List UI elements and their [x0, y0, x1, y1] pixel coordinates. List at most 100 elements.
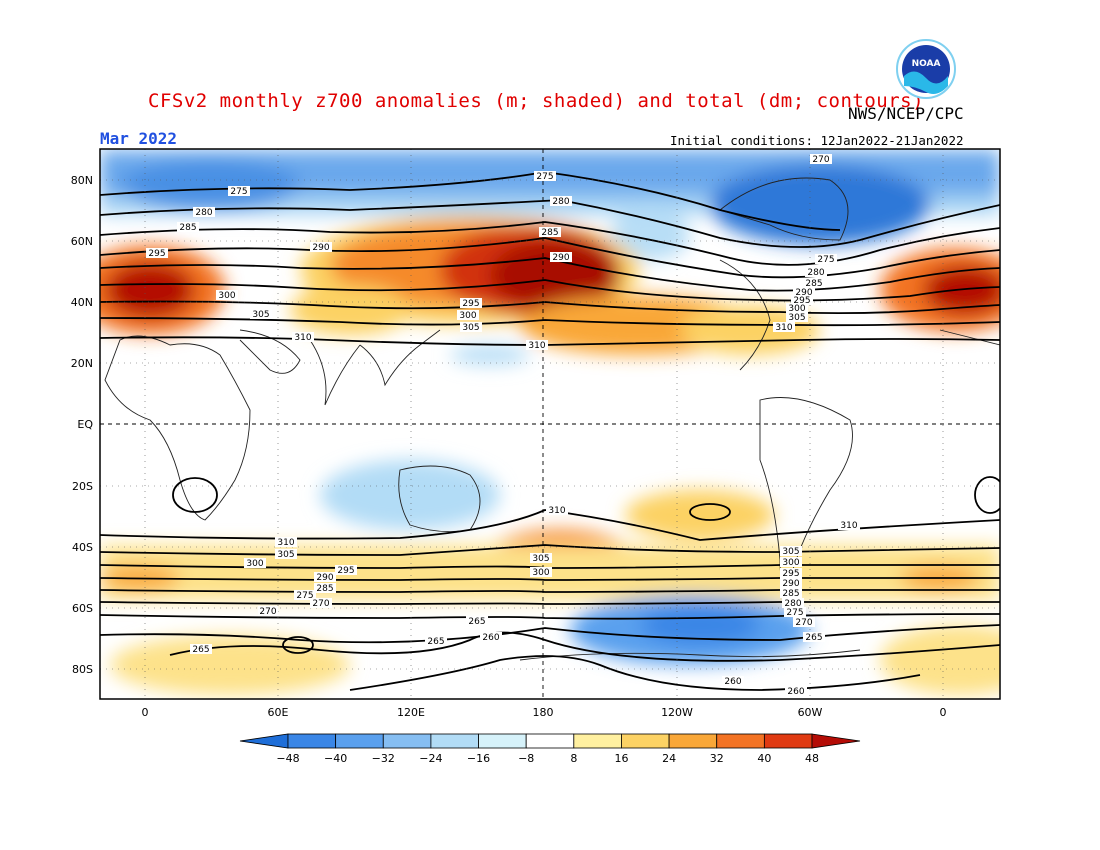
colorbar-tick-label: −32	[372, 752, 395, 765]
contour-label-sh: 310	[840, 521, 857, 531]
colorbar-segment	[335, 733, 384, 749]
contour-label-nh: 280	[552, 197, 569, 207]
colorbar-segment	[716, 733, 765, 749]
contour-label-sh: 300	[782, 558, 799, 568]
lat-label-20n: 20N	[71, 357, 93, 370]
contour-label-sh: 295	[337, 566, 354, 576]
lon-label-180: 180	[533, 706, 554, 719]
colorbar-tick-label: 40	[757, 752, 771, 765]
graticule	[100, 149, 1000, 699]
contour-label-nh: 270	[812, 155, 829, 165]
contour-label-sh: 260	[482, 633, 499, 643]
colorbar-segment	[763, 733, 813, 749]
lon-label-60w: 60W	[798, 706, 823, 719]
colorbar-tick-label: −8	[518, 752, 534, 765]
colorbar-tick-label: 48	[805, 752, 819, 765]
contour-label-nh: 310	[528, 341, 545, 351]
colorbar-segment	[573, 733, 622, 749]
contour-label-nh: 310	[775, 323, 792, 333]
contour-label-sh: 295	[782, 569, 799, 579]
lat-label-20s: 20S	[72, 480, 93, 493]
contour-label-nh: 290	[552, 253, 569, 263]
contour-label-nh: 295	[148, 249, 165, 259]
colorbar-segment	[668, 733, 718, 749]
contour-label-nh: 310	[294, 333, 311, 343]
anomaly-shading	[100, 150, 1000, 695]
colorbar: −48 −40 −32 −24 −16 −8 8 16 24 32 40 48	[239, 733, 861, 765]
contour-label-sh: 265	[468, 617, 485, 627]
colorbar-tick-label: 16	[614, 752, 628, 765]
contour-label-sh: 300	[246, 559, 263, 569]
colorbar-tick-label: 32	[710, 752, 724, 765]
contour-label-nh: 305	[252, 310, 269, 320]
colorbar-tick-label: 24	[662, 752, 676, 765]
longitude-labels: 0 60E 120E 180 120W 60W 0	[142, 706, 947, 719]
contour-label-sh: 270	[259, 607, 276, 617]
contour-label-sh: 305	[782, 547, 799, 557]
contour-label-sh: 265	[427, 637, 444, 647]
contour-label-sh: 275	[296, 591, 313, 601]
organization-label: NWS/NCEP/CPC	[848, 104, 964, 123]
lon-label-120w: 120W	[661, 706, 693, 719]
contour-label-nh: 290	[795, 288, 812, 298]
contour-label-sh: 285	[316, 584, 333, 594]
contour-label-nh: 275	[536, 172, 553, 182]
contour-label-sh: 280	[784, 599, 801, 609]
lat-label-60s: 60S	[72, 602, 93, 615]
colorbar-arrow-high	[811, 733, 861, 749]
lat-label-40n: 40N	[71, 296, 93, 309]
contour-label-nh: 285	[179, 223, 196, 233]
contour-label-sh: 285	[782, 589, 799, 599]
colorbar-tick-label: −24	[419, 752, 442, 765]
colorbar-segment	[430, 733, 479, 749]
colorbar-tick-label: −16	[467, 752, 490, 765]
contour-label-nh: 280	[195, 208, 212, 218]
contour-label-sh: 265	[192, 645, 209, 655]
lon-label-0-east: 0	[940, 706, 947, 719]
contour-label-sh: 300	[532, 568, 549, 578]
lat-label-80s: 80S	[72, 663, 93, 676]
contour-label-nh: 300	[218, 291, 235, 301]
contour-label-nh: 305	[788, 313, 805, 323]
contour-label-nh: 295	[462, 299, 479, 309]
colorbar-segment	[621, 733, 670, 749]
contour-label-sh: 310	[277, 538, 294, 548]
colorbar-segment	[382, 733, 432, 749]
noaa-logo-text: NOAA	[912, 59, 941, 69]
contour-label-sh: 310	[548, 506, 565, 516]
coastlines	[104, 177, 1000, 661]
graticule-dotted	[100, 149, 1000, 699]
contour-label-nh: 305	[462, 323, 479, 333]
noaa-logo-icon: NOAA	[896, 39, 956, 99]
colorbar-arrow-low	[239, 733, 289, 749]
lon-label-60e: 60E	[268, 706, 289, 719]
contour-label-sh: 270	[795, 618, 812, 628]
lat-label-80n: 80N	[71, 174, 93, 187]
lon-label-120e: 120E	[397, 706, 425, 719]
contour-label-nh: 280	[807, 268, 824, 278]
lat-label-40s: 40S	[72, 541, 93, 554]
contour-label-nh: 275	[817, 255, 834, 265]
contour-label-nh: 300	[788, 304, 805, 314]
contour-labels: 270 275 280 285 290 295 300 305 310 275 …	[146, 154, 860, 697]
map-title: CFSv2 monthly z700 anomalies (m; shaded)…	[148, 90, 925, 112]
colorbar-segment	[478, 733, 527, 749]
contour-label-nh: 290	[312, 243, 329, 253]
contour-label-nh: 285	[805, 279, 822, 289]
contour-label-sh: 275	[786, 608, 803, 618]
contour-label-nh: 295	[793, 296, 810, 306]
colorbar-tick-label: −40	[324, 752, 347, 765]
colorbar-tick-label: −48	[276, 752, 299, 765]
contour-label-sh: 260	[787, 687, 804, 697]
contour-label-nh: 300	[459, 311, 476, 321]
contour-label-sh: 260	[724, 677, 741, 687]
colorbar-segment	[287, 733, 337, 749]
colorbar-segment	[525, 733, 575, 749]
contour-label-nh: 275	[230, 187, 247, 197]
lat-label-60n: 60N	[71, 235, 93, 248]
contour-label-nh: 285	[541, 228, 558, 238]
contour-label-sh: 305	[277, 550, 294, 560]
contour-label-sh: 305	[532, 554, 549, 564]
contour-label-sh: 290	[782, 579, 799, 589]
